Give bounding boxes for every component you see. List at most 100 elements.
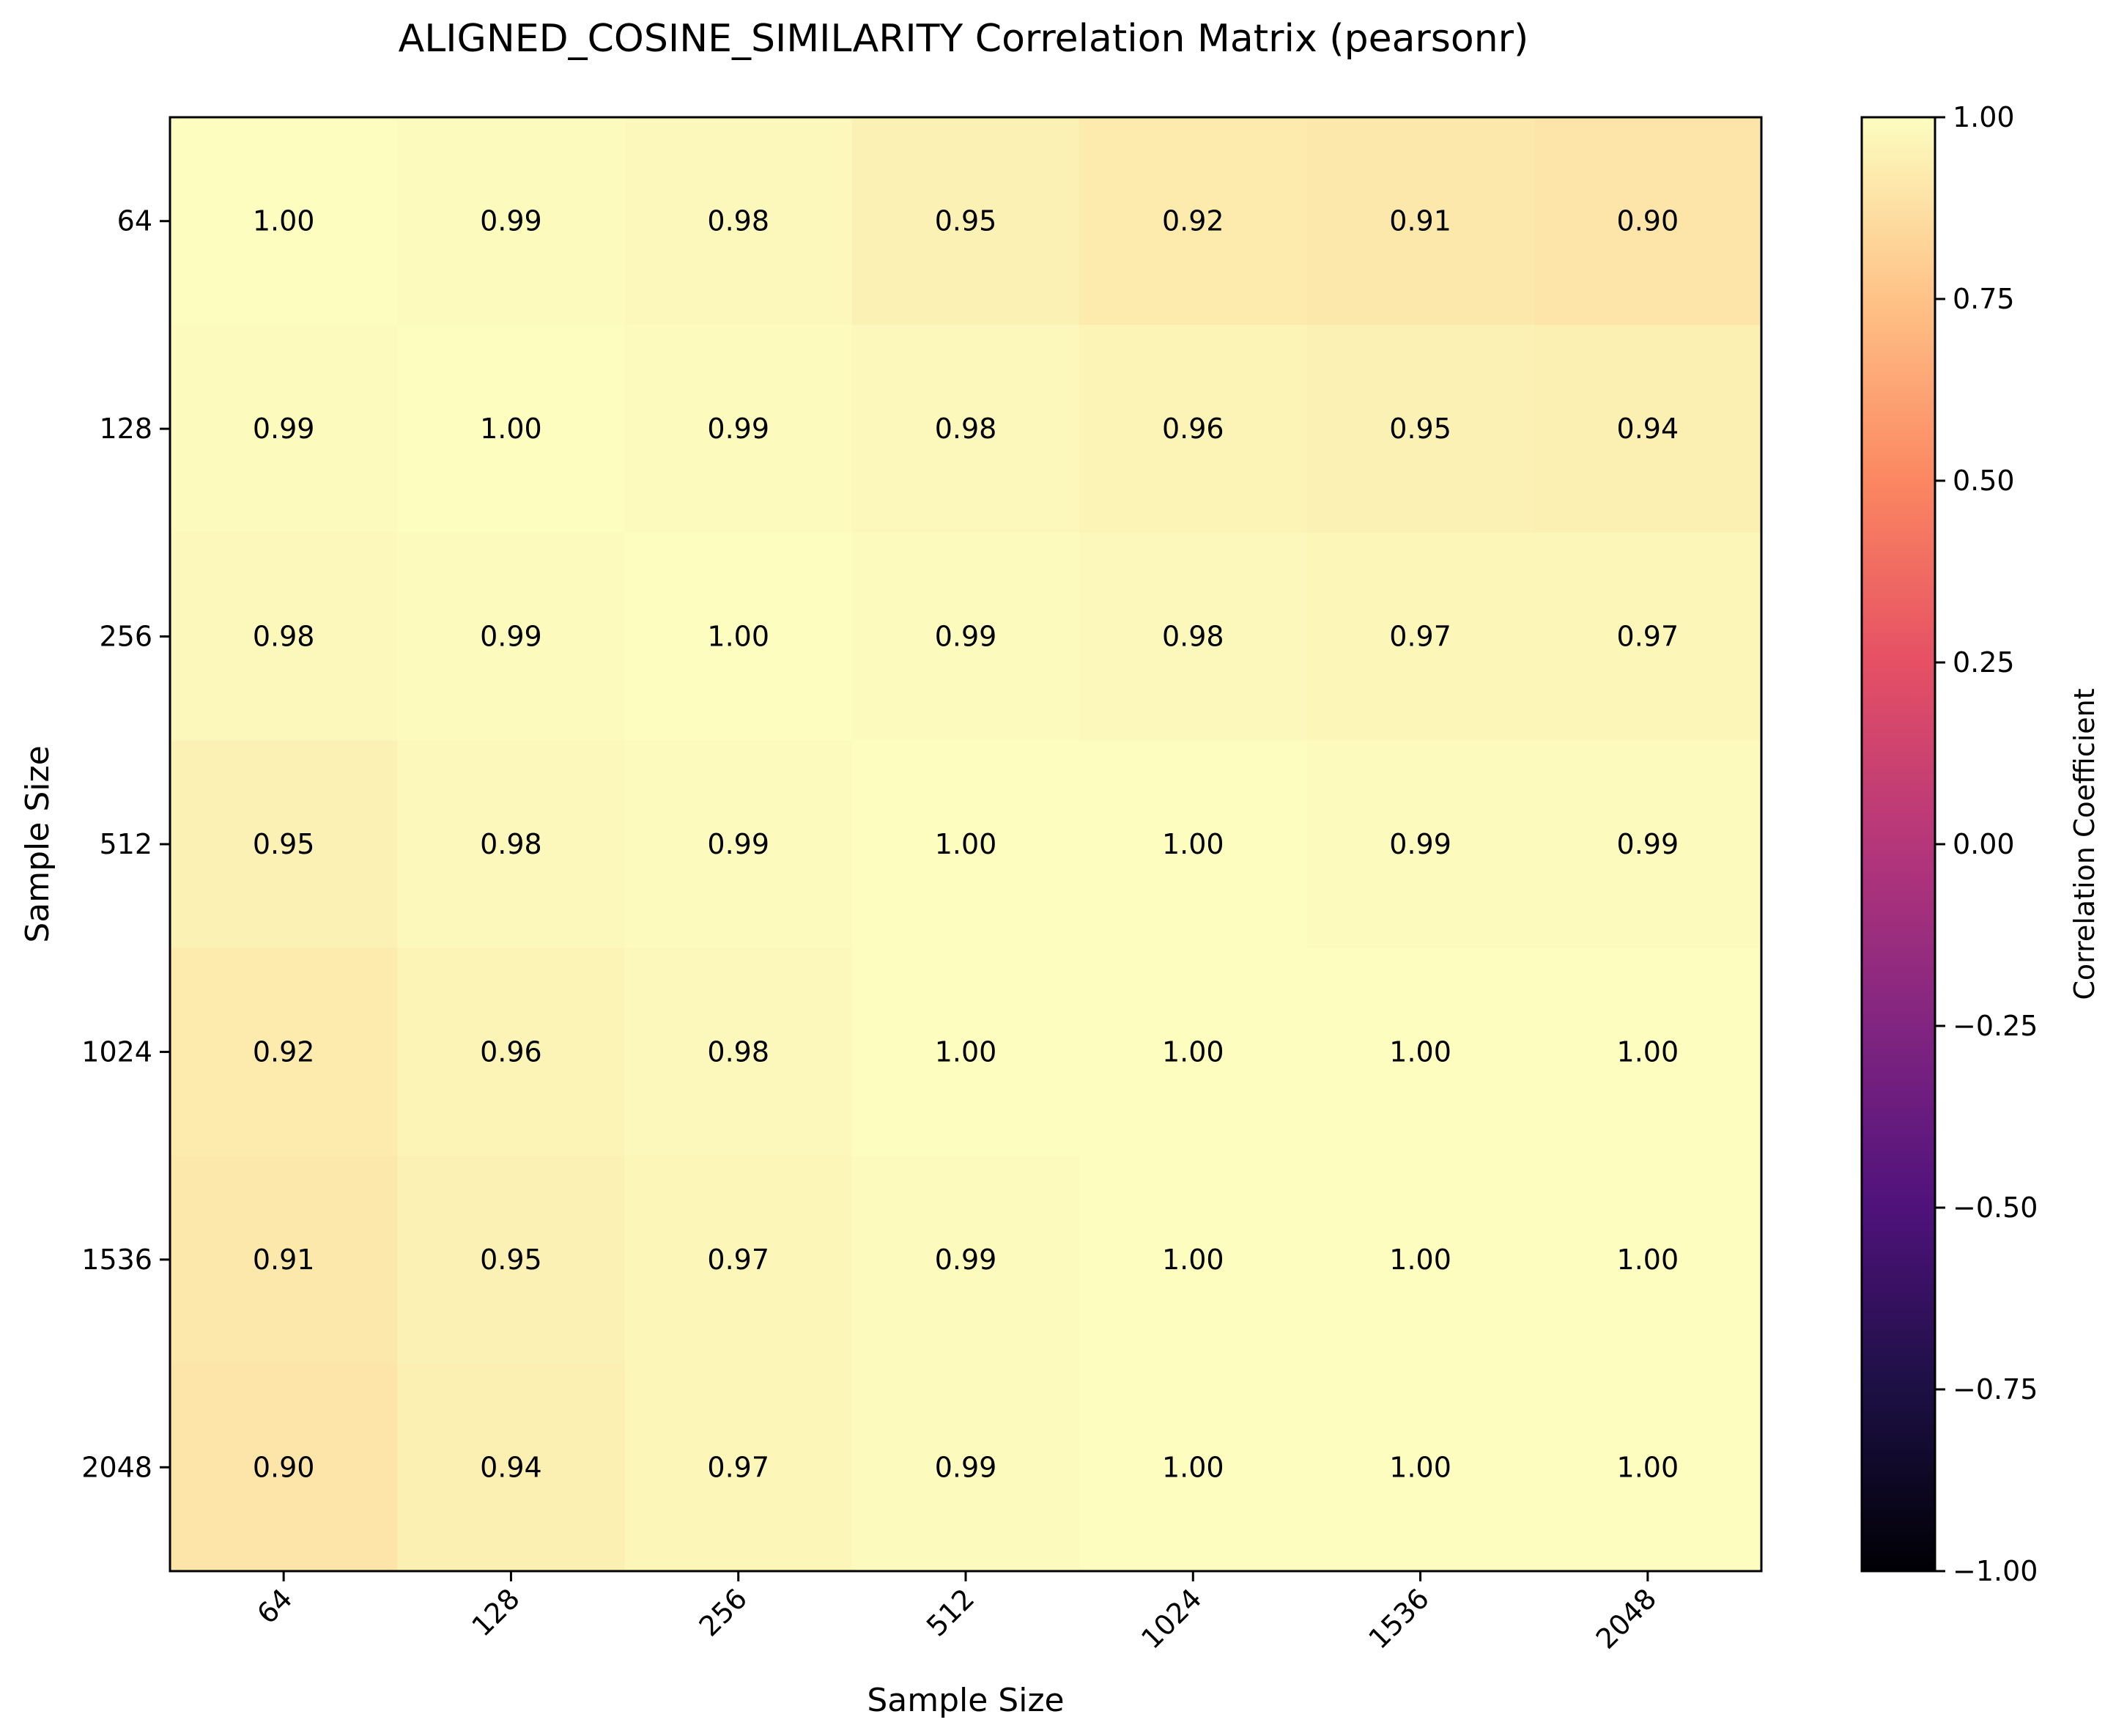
chart-title: ALIGNED_COSINE_SIMILARITY Correlation Ma… [399,17,1529,61]
heatmap-cell-labels: 1.00 0.99 0.98 0.95 0.92 0.91 0.90 0.99 1.00 0.99… [253,205,1679,1484]
heatmap-cell [397,1156,626,1364]
heatmap-cell [170,1363,398,1572]
heatmap-cell [397,948,626,1156]
cell-value-label: 1.00 [1162,1035,1224,1068]
cell-value-label: 0.92 [253,1035,315,1068]
heatmap-cell [1534,948,1762,1156]
colorbar-ticks: −1.00 −0.75 −0.50 −0.25 0.00 0.25 0.50 0.75 1.00 [1935,101,2038,1587]
heatmap-cell [170,532,398,741]
cell-value-label: 1.00 [1389,1035,1451,1068]
cell-value-label: 0.97 [707,1451,769,1483]
colorbar-tick-label: −1.00 [1953,1555,2038,1587]
heatmap-cell [851,325,1080,533]
cell-value-label: 0.96 [1162,413,1224,445]
cell-value-label: 0.98 [707,205,769,237]
heatmap-cell [624,117,853,326]
cell-value-label: 0.99 [935,1244,997,1276]
colorbar [1860,116,1936,1573]
colorbar-tick-label: 0.75 [1953,283,2015,315]
heatmap-cell [1079,1156,1308,1364]
cell-value-label: 1.00 [935,828,997,860]
heatmap-cell [1306,948,1535,1156]
cell-value-label: 0.90 [1617,205,1679,237]
heatmap-cell [170,117,398,326]
heatmap-cell [624,532,853,741]
heatmap-cell [1534,1363,1762,1572]
heatmap-cell [170,948,398,1156]
cell-value-label: 0.98 [253,621,315,653]
heatmap-cell [624,325,853,533]
cell-value-label: 0.95 [253,828,315,860]
y-tick-label: 1536 [81,1244,152,1276]
heatmap-cell [1534,1156,1762,1364]
cell-value-label: 1.00 [1162,1451,1224,1483]
x-tick-label: 2048 [1590,1582,1663,1655]
cell-value-label: 0.92 [1162,205,1224,237]
cell-value-label: 1.00 [1617,1035,1679,1068]
cell-value-label: 1.00 [1617,1451,1679,1483]
cell-value-label: 0.98 [707,1035,769,1068]
cell-value-label: 0.97 [707,1244,769,1276]
cell-value-label: 0.94 [1617,413,1679,445]
cell-value-label: 1.00 [707,621,769,653]
heatmap-cell [1534,532,1762,741]
heatmap-cell [397,117,626,326]
heatmap-cell [1306,532,1535,741]
heatmap-cell [170,325,398,533]
heatmap-cell [1079,948,1308,1156]
heatmap-cell [170,1156,398,1364]
cell-value-label: 1.00 [1389,1244,1451,1276]
colorbar-label: Correlation Coefficient [2068,688,2101,1000]
cell-value-label: 1.00 [480,413,542,445]
x-tick-label: 64 [251,1582,298,1630]
heatmap-cell [624,948,853,1156]
heatmap-cell [1534,117,1762,326]
cell-value-label: 1.00 [1162,1244,1224,1276]
heatmap-cell [1534,740,1762,949]
heatmap-cell [397,740,626,949]
heatmap-cell [851,740,1080,949]
cell-value-label: 0.98 [935,413,997,445]
heatmap-cell [1306,740,1535,949]
x-tick-label: 128 [465,1582,525,1642]
heatmap-cell [851,117,1080,326]
cell-value-label: 0.99 [707,828,769,860]
y-tick-label: 256 [99,621,152,653]
y-axis-ticks: 64 128 256 512 1024 1536 2048 [81,205,170,1483]
heatmap-cells [170,117,1762,1572]
cell-value-label: 0.99 [480,205,542,237]
heatmap-cell [1079,740,1308,949]
cell-value-label: 0.95 [1389,413,1451,445]
cell-value-label: 1.00 [1162,828,1224,860]
colorbar-tick-label: 0.50 [1953,465,2015,497]
heatmap-cell [1534,325,1762,533]
cell-value-label: 0.99 [480,621,542,653]
y-tick-label: 2048 [81,1451,152,1483]
heatmap-cell [397,1363,626,1572]
heatmap-cell [851,1363,1080,1572]
cell-value-label: 1.00 [253,205,315,237]
cell-value-label: 1.00 [1617,1244,1679,1276]
cell-value-label: 0.95 [480,1244,542,1276]
cell-value-label: 0.99 [935,621,997,653]
cell-value-label: 0.91 [253,1244,315,1276]
x-axis-ticks: 64 128 256 512 1024 1536 2048 [251,1571,1662,1655]
heatmap-cell [1306,325,1535,533]
cell-value-label: 0.91 [1389,205,1451,237]
heatmap-cell [851,948,1080,1156]
heatmap-cell [1079,1363,1308,1572]
heatmap-cell [624,740,853,949]
cell-value-label: 0.96 [480,1035,542,1068]
heatmap-cell [1079,532,1308,741]
y-tick-label: 1024 [81,1035,152,1068]
cell-value-label: 0.99 [1389,828,1451,860]
cell-value-label: 0.99 [253,413,315,445]
heatmap-cell [1306,1156,1535,1364]
y-tick-label: 128 [99,413,152,445]
cell-value-label: 0.99 [707,413,769,445]
cell-value-label: 1.00 [935,1035,997,1068]
x-tick-label: 512 [920,1582,980,1642]
colorbar-tick-label: 1.00 [1953,101,2015,133]
cell-value-label: 0.95 [935,205,997,237]
